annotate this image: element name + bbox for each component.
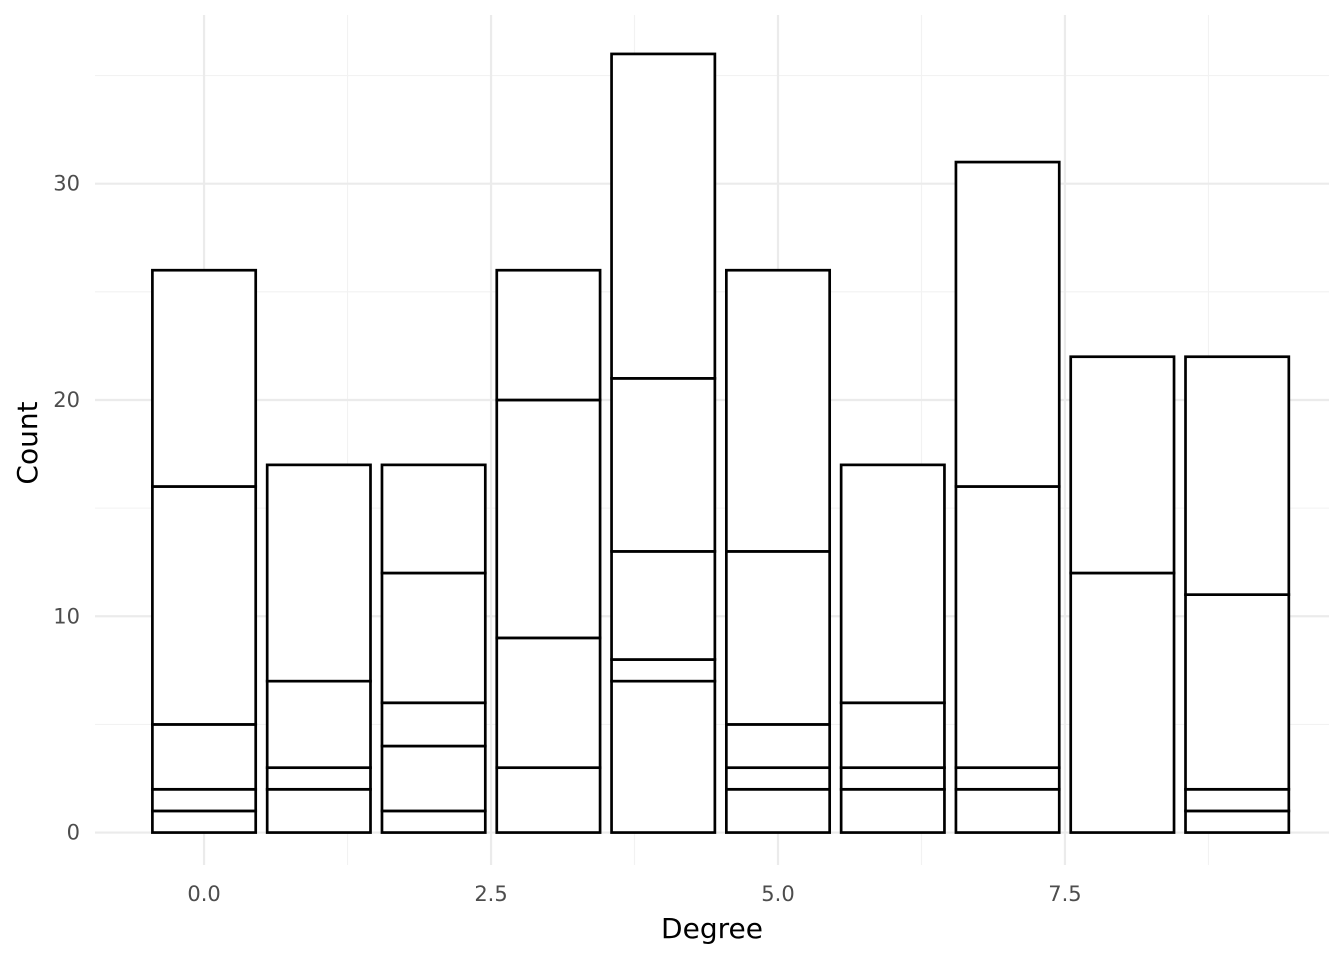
bar-segment (839, 766, 946, 791)
bar-segment (380, 463, 487, 575)
bar-segment (151, 723, 258, 791)
bar-segment (151, 787, 258, 813)
y-tick-label: 30 (53, 172, 80, 196)
bar-segment (265, 787, 372, 834)
bar-segment (954, 160, 1061, 488)
bar-segment (151, 809, 258, 834)
y-tick-label: 0 (67, 821, 80, 845)
bar-segment (495, 766, 602, 834)
bar-segment (954, 766, 1061, 791)
bar-segment (724, 723, 832, 770)
x-tick-label: 0.0 (187, 882, 220, 906)
bar-stack (495, 268, 602, 834)
bar-segment (724, 766, 832, 791)
y-tick-labels: 0 10 20 30 (53, 172, 80, 845)
bar-segment (495, 268, 602, 402)
bar-segment (839, 463, 946, 705)
y-tick-label: 10 (53, 604, 80, 628)
bar-segment (724, 550, 832, 726)
bars (151, 52, 1291, 834)
bar-segment (1069, 355, 1176, 575)
bar-segment (1184, 787, 1291, 813)
bar-segment (380, 809, 487, 834)
bar-segment (380, 701, 487, 748)
x-tick-label: 2.5 (474, 882, 507, 906)
bar-stack (954, 160, 1061, 834)
bar-segment (151, 268, 258, 488)
bar-segment (1184, 809, 1291, 834)
x-tick-label: 5.0 (761, 882, 794, 906)
y-axis-title: Count (11, 401, 44, 484)
x-axis-title: Degree (661, 912, 763, 945)
bar-segment (265, 766, 372, 791)
bar-stack (1069, 355, 1176, 834)
bar-stack (151, 268, 258, 834)
bar-stack (724, 268, 832, 834)
bar-segment (610, 550, 717, 661)
bar-stack (265, 463, 372, 834)
bar-stack (839, 463, 946, 834)
y-tick-label: 20 (53, 388, 80, 412)
bar-segment (1184, 355, 1291, 596)
bar-segment (380, 744, 487, 813)
bar-stack (1184, 355, 1291, 834)
bar-segment (151, 485, 258, 726)
bar-segment (839, 701, 946, 770)
bar-segment (724, 787, 832, 834)
bar-segment (495, 636, 602, 770)
bar-segment (954, 787, 1061, 834)
x-tick-labels: 0.0 2.5 5.0 7.5 (187, 882, 1081, 906)
bar-segment (610, 52, 717, 380)
bar-segment (724, 268, 832, 553)
bar-segment (265, 679, 372, 770)
bar-segment (839, 787, 946, 834)
x-tick-label: 7.5 (1048, 882, 1081, 906)
bar-segment (954, 485, 1061, 770)
bar-segment (1069, 571, 1176, 834)
bar-segment (610, 658, 717, 683)
bar-segment (380, 571, 487, 705)
bar-segment (1184, 593, 1291, 791)
bar-segment (495, 398, 602, 640)
bar-segment (610, 679, 717, 834)
bar-stack (380, 463, 487, 834)
bar-stack (610, 52, 717, 834)
bar-segment (610, 377, 717, 553)
bar-segment (265, 463, 372, 683)
